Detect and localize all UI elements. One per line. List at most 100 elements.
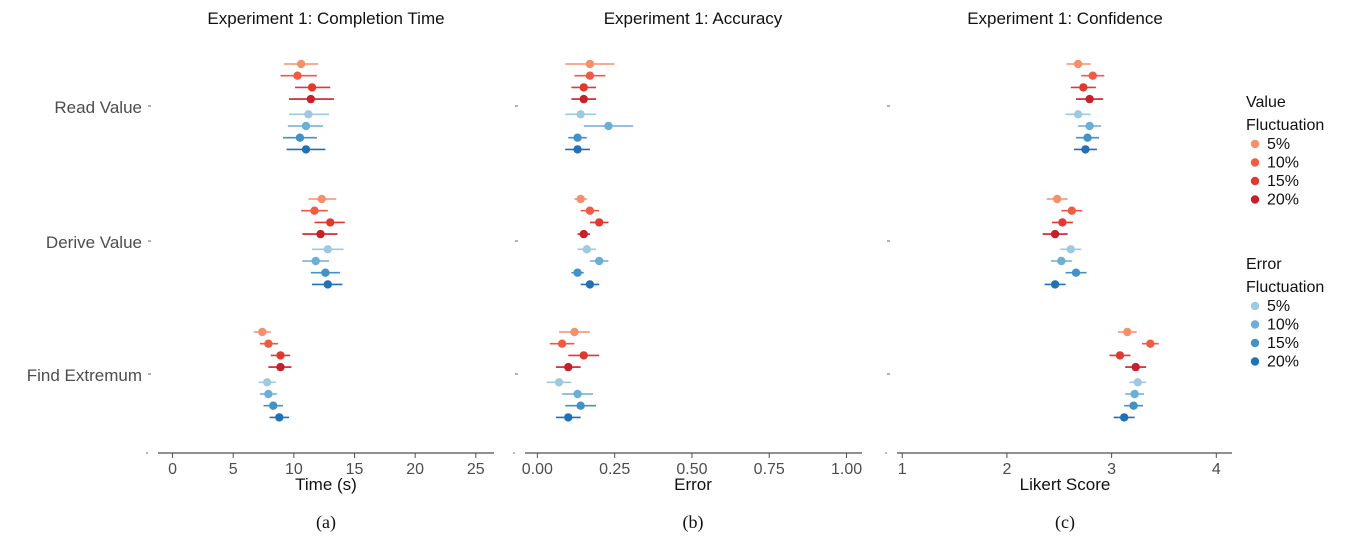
legend-swatch-value-15 <box>1250 176 1260 186</box>
mean-point-derive-value-error-5 <box>323 245 333 254</box>
legend-swatch-value-20 <box>1250 195 1260 204</box>
mean-point-read-value-value-20 <box>1085 94 1094 104</box>
legend-swatch-error-5 <box>1250 301 1260 311</box>
legend-swatch-value-5 <box>1250 139 1260 149</box>
mean-point-read-value-value-15 <box>1079 83 1088 92</box>
mean-point-derive-value-value-10 <box>585 206 595 215</box>
mean-point-derive-value-error-20 <box>323 280 333 289</box>
x-tick-label: 2 <box>1002 461 1011 478</box>
mean-point-derive-value-value-5 <box>1052 194 1062 204</box>
legend-item-value-20: 20% <box>1267 192 1299 209</box>
mean-point-find-extremum-error-5 <box>554 378 564 387</box>
x-tick-label: 5 <box>229 461 238 478</box>
mean-point-read-value-value-5 <box>585 59 595 69</box>
mean-point-find-extremum-error-15 <box>576 401 585 410</box>
mean-point-read-value-error-10 <box>1085 121 1094 131</box>
mean-point-find-extremum-error-10 <box>573 389 582 399</box>
mean-point-read-value-error-5 <box>304 110 313 119</box>
mean-point-find-extremum-value-10 <box>1146 339 1155 348</box>
mean-point-find-extremum-value-20 <box>564 362 573 372</box>
x-tick-label: 1.00 <box>831 461 862 478</box>
panel-c-xlabel: Likert Score <box>1020 475 1111 494</box>
x-tick-label: 0.50 <box>676 461 707 478</box>
x-tick-label: 15 <box>346 461 364 478</box>
legend-item-error-5: 5% <box>1267 298 1290 315</box>
x-tick-label: 0.25 <box>599 461 630 478</box>
legend-item-error-15: 15% <box>1267 335 1299 352</box>
mean-point-read-value-value-20 <box>579 94 588 104</box>
mean-point-derive-value-error-5 <box>1066 245 1075 254</box>
mean-point-find-extremum-error-10 <box>264 389 273 399</box>
mean-point-read-value-value-10 <box>293 71 302 80</box>
mean-point-find-extremum-value-15 <box>579 351 588 360</box>
axis-origin-dot <box>513 452 515 454</box>
x-tick-label: 25 <box>467 461 485 478</box>
mean-point-read-value-error-10 <box>301 121 311 131</box>
mean-point-derive-value-error-10 <box>1057 256 1066 266</box>
mean-point-read-value-value-10 <box>1088 71 1097 80</box>
mean-point-read-value-error-5 <box>1073 110 1083 119</box>
legend-title-line: Fluctuation <box>1246 117 1324 134</box>
mean-point-derive-value-value-20 <box>1050 229 1060 239</box>
panel-a-xlabel: Time (s) <box>295 475 357 494</box>
legend: ValueFluctuation5%10%15%20%ErrorFluctuat… <box>1246 94 1324 371</box>
legend-swatch-error-10 <box>1250 320 1260 329</box>
x-tick-label: 4 <box>1212 461 1221 478</box>
x-tick-label: 0.00 <box>522 461 553 478</box>
mean-point-read-value-value-5 <box>296 59 306 69</box>
panel-a-caption: (a) <box>316 512 336 533</box>
x-tick-label: 0.75 <box>754 461 785 478</box>
mean-point-find-extremum-error-20 <box>564 413 573 422</box>
x-tick-label: 10 <box>285 461 303 478</box>
mean-point-find-extremum-value-10 <box>264 339 273 348</box>
mean-point-derive-value-value-15 <box>326 218 335 227</box>
mean-point-derive-value-error-20 <box>1050 280 1060 289</box>
axis-origin-dot <box>146 452 148 454</box>
mean-point-derive-value-value-15 <box>1058 218 1067 227</box>
legend-title-line: Fluctuation <box>1246 279 1324 296</box>
mean-point-read-value-error-5 <box>576 110 585 119</box>
legend-title-line: Value <box>1246 94 1286 111</box>
mean-point-derive-value-error-5 <box>582 245 592 254</box>
category-label-find-extremum: Find Extremum <box>27 366 142 385</box>
axis-origin-dot <box>885 452 887 454</box>
mean-point-read-value-error-10 <box>604 121 613 131</box>
x-tick-label: 1 <box>898 461 907 478</box>
mean-point-derive-value-error-20 <box>585 280 595 289</box>
mean-point-find-extremum-value-20 <box>1131 362 1140 372</box>
legend-group-error: Error Fluctuation 5% 10%15% 20% <box>1246 256 1324 371</box>
mean-point-read-value-value-15 <box>579 83 588 92</box>
category-label-read-value: Read Value <box>54 98 142 117</box>
mean-point-read-value-error-15 <box>1083 133 1092 142</box>
panel-b-xlabel: Error <box>674 475 712 494</box>
mean-point-find-extremum-error-15 <box>269 401 278 410</box>
mean-point-derive-value-value-5 <box>317 194 326 204</box>
panel-b-caption: (b) <box>683 512 704 533</box>
mean-point-read-value-value-15 <box>307 83 317 92</box>
mean-point-derive-value-error-10 <box>311 256 320 266</box>
mean-point-derive-value-value-5 <box>576 194 585 204</box>
panel-c-caption: (c) <box>1055 512 1075 533</box>
x-tick-label: 0 <box>168 461 177 478</box>
mean-point-find-extremum-error-5 <box>1133 378 1142 387</box>
mean-point-find-extremum-value-5 <box>1123 327 1132 337</box>
mean-point-derive-value-error-15 <box>1071 268 1081 277</box>
x-tick-label: 3 <box>1107 461 1116 478</box>
mean-point-derive-value-value-20 <box>316 229 325 239</box>
legend-title-line: Error <box>1246 256 1282 273</box>
legend-item-value-5: 5% <box>1267 136 1290 153</box>
panel-c: 1 2 3 4 <box>887 59 1232 478</box>
category-label-derive-value: Derive Value <box>46 233 142 252</box>
mean-point-derive-value-value-10 <box>1067 206 1077 215</box>
panel-c-title: Experiment 1: Confidence <box>967 9 1163 28</box>
panel-a-title: Experiment 1: Completion Time <box>207 9 444 28</box>
panel-b: 0.00 0.25 0.50 0.75 1.00 <box>515 59 862 478</box>
legend-swatch-error-20 <box>1250 357 1260 366</box>
mean-point-find-extremum-value-15 <box>276 351 285 360</box>
chart-panels: 0 5 10 15 20 25 0.00 0.25 0.50 0.75 1.00 1 2 3 4 <box>146 59 1232 478</box>
mean-point-derive-value-error-15 <box>573 268 582 277</box>
mean-point-find-extremum-value-5 <box>570 327 579 337</box>
mean-point-find-extremum-value-10 <box>557 339 567 348</box>
legend-item-error-20: 20% <box>1267 354 1299 371</box>
